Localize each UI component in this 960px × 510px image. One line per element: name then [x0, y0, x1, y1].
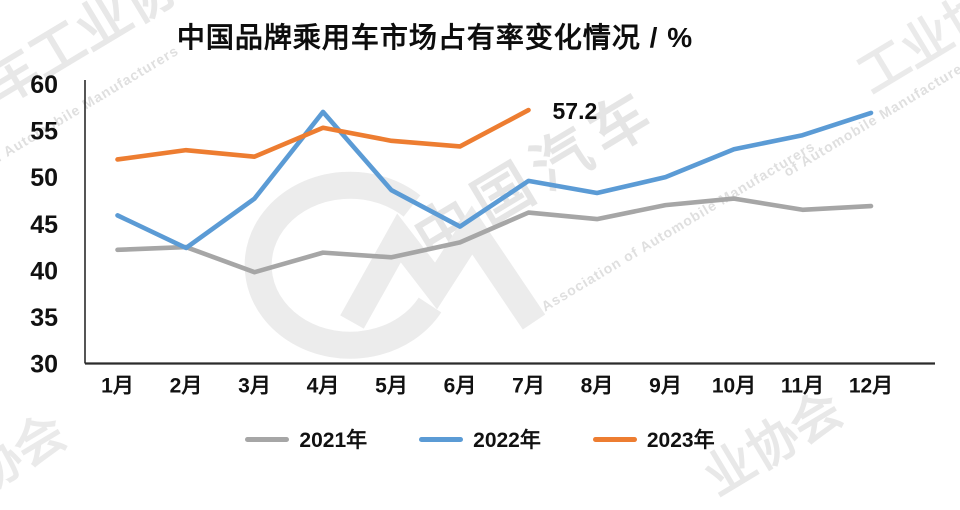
y-axis-label-55: 55	[30, 118, 58, 146]
chart-title: 中国品牌乘用车市场占有率变化情况 / %	[176, 22, 694, 53]
y-axis-label-35: 35	[30, 304, 58, 332]
x-axis-label-9月: 9月	[649, 375, 682, 398]
legend-item-2021: 2021年	[245, 424, 367, 454]
x-axis-label-12月: 12月	[849, 375, 893, 398]
legend-swatch-2021	[245, 436, 290, 442]
legend-swatch-2022	[419, 436, 464, 442]
y-axis-label-30: 30	[30, 351, 58, 379]
x-axis-label-10月: 10月	[712, 375, 756, 398]
legend-label-2021: 2021年	[299, 429, 368, 452]
data-label-57.2: 57.2	[553, 98, 598, 124]
chart-canvas: 30 35 40 45 50 55 60 1月 2月 3月 4月 5月 6月 7月 8月 9月 10月 11月 12…	[30, 71, 935, 398]
series-line-2021年	[115, 196, 874, 275]
x-axis-label-1月: 1月	[101, 375, 134, 398]
legend-label-2022: 2022年	[473, 429, 541, 452]
legend-label-2023: 2023年	[646, 429, 715, 452]
x-axis-label-5月: 5月	[375, 375, 408, 398]
x-axis-label-4月: 4月	[307, 375, 340, 398]
y-axis-label-40: 40	[30, 257, 58, 285]
series-line-2022年	[115, 109, 874, 251]
series-line-2023年	[115, 107, 531, 162]
x-axis-label-2月: 2月	[170, 375, 203, 398]
x-axis-label-7月: 7月	[512, 375, 545, 398]
y-axis-label-45: 45	[30, 211, 58, 239]
x-axis-label-6月: 6月	[444, 375, 477, 398]
x-axis-label-11月: 11月	[781, 375, 824, 398]
y-axis-label-60: 60	[30, 71, 58, 99]
legend-swatch-2023	[592, 436, 637, 442]
legend: 2021年 2022年 2023年	[245, 424, 715, 454]
x-axis-label-8月: 8月	[581, 375, 614, 398]
x-axis-label-3月: 3月	[238, 375, 271, 398]
y-axis-label-50: 50	[30, 164, 58, 192]
legend-item-2023: 2023年	[592, 424, 715, 454]
legend-item-2022: 2022年	[419, 424, 541, 454]
